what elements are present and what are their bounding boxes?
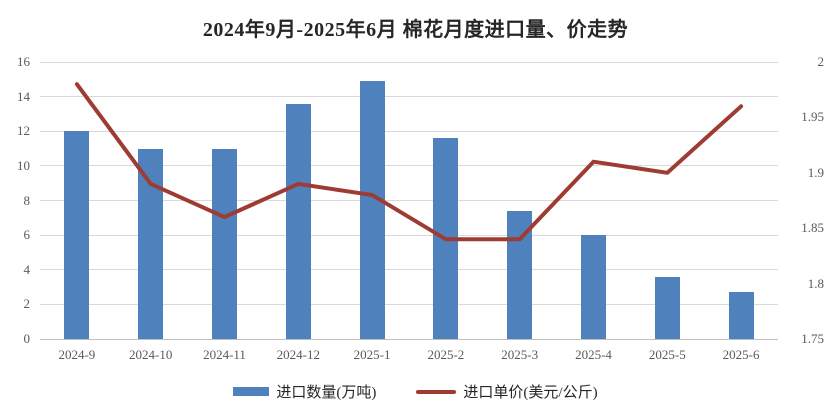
y-left-tick-10: 10: [17, 157, 30, 173]
y-left-tick-8: 8: [23, 192, 31, 208]
gridline: [40, 303, 778, 305]
x-tick-2025-3: 2025-3: [501, 347, 539, 362]
gridline: [40, 61, 778, 63]
gridline: [40, 234, 778, 236]
y-left-tick-6: 6: [23, 227, 31, 243]
bar-2024-10: [138, 148, 164, 339]
bar-2025-6: [728, 292, 754, 339]
legend-item-price: 进口单价(美元/公斤): [416, 381, 598, 402]
gridline: [40, 269, 778, 271]
x-tick-2025-4: 2025-4: [575, 347, 612, 362]
x-tick-2025-6: 2025-6: [722, 347, 760, 362]
line-series: [74, 82, 744, 242]
bar-2025-4: [581, 235, 606, 339]
x-tick-2024-9: 2024-9: [58, 347, 96, 362]
bar-2025-1: [359, 81, 385, 339]
bar-2025-5: [654, 276, 680, 339]
y-left-tick-4: 4: [23, 261, 31, 277]
chart-title: 2024年9月-2025年6月 棉花月度进口量、价走势: [202, 19, 629, 41]
y-right-tick-1.8: 1.8: [807, 275, 824, 291]
y-right-tick-1.85: 1.85: [801, 220, 824, 236]
gridline: [40, 165, 778, 167]
plot-area: [40, 61, 778, 340]
price-line: [74, 82, 744, 242]
legend-label-quantity: 进口数量(万吨): [276, 385, 377, 401]
y-right-tick-1.75: 1.75: [801, 331, 824, 346]
x-tick-2024-12: 2024-12: [276, 347, 320, 362]
x-tick-2025-5: 2025-5: [648, 347, 686, 362]
x-axis-line: [40, 339, 778, 340]
y-left-tick-2: 2: [23, 296, 31, 312]
x-tick-2024-10: 2024-10: [129, 347, 173, 362]
gridline: [40, 130, 778, 132]
bar-swatch-icon: [233, 387, 270, 396]
y-left-tick-0: 0: [23, 331, 31, 346]
y-right-tick-1.95: 1.95: [801, 109, 824, 125]
line-swatch-icon: [416, 389, 457, 394]
y-left-tick-12: 12: [17, 123, 30, 139]
gridline: [40, 96, 778, 98]
y-right-tick-1.9: 1.9: [807, 164, 824, 180]
y-left-tick-14: 14: [17, 88, 30, 104]
legend-label-price: 进口单价(美元/公斤): [463, 385, 598, 401]
x-tick-2025-2: 2025-2: [427, 347, 465, 362]
gridline: [40, 200, 778, 201]
bar-2024-12: [285, 103, 311, 339]
x-tick-2025-1: 2025-1: [353, 347, 391, 362]
x-tick-2024-11: 2024-11: [203, 347, 246, 362]
legend: 进口数量(万吨) 进口单价(美元/公斤): [0, 381, 831, 402]
y-left-tick-16: 16: [17, 54, 30, 69]
legend-item-quantity: 进口数量(万吨): [233, 381, 376, 402]
bar-2024-9: [64, 131, 90, 339]
y-right-tick-2: 2: [817, 54, 825, 69]
bar-2024-11: [212, 148, 237, 339]
